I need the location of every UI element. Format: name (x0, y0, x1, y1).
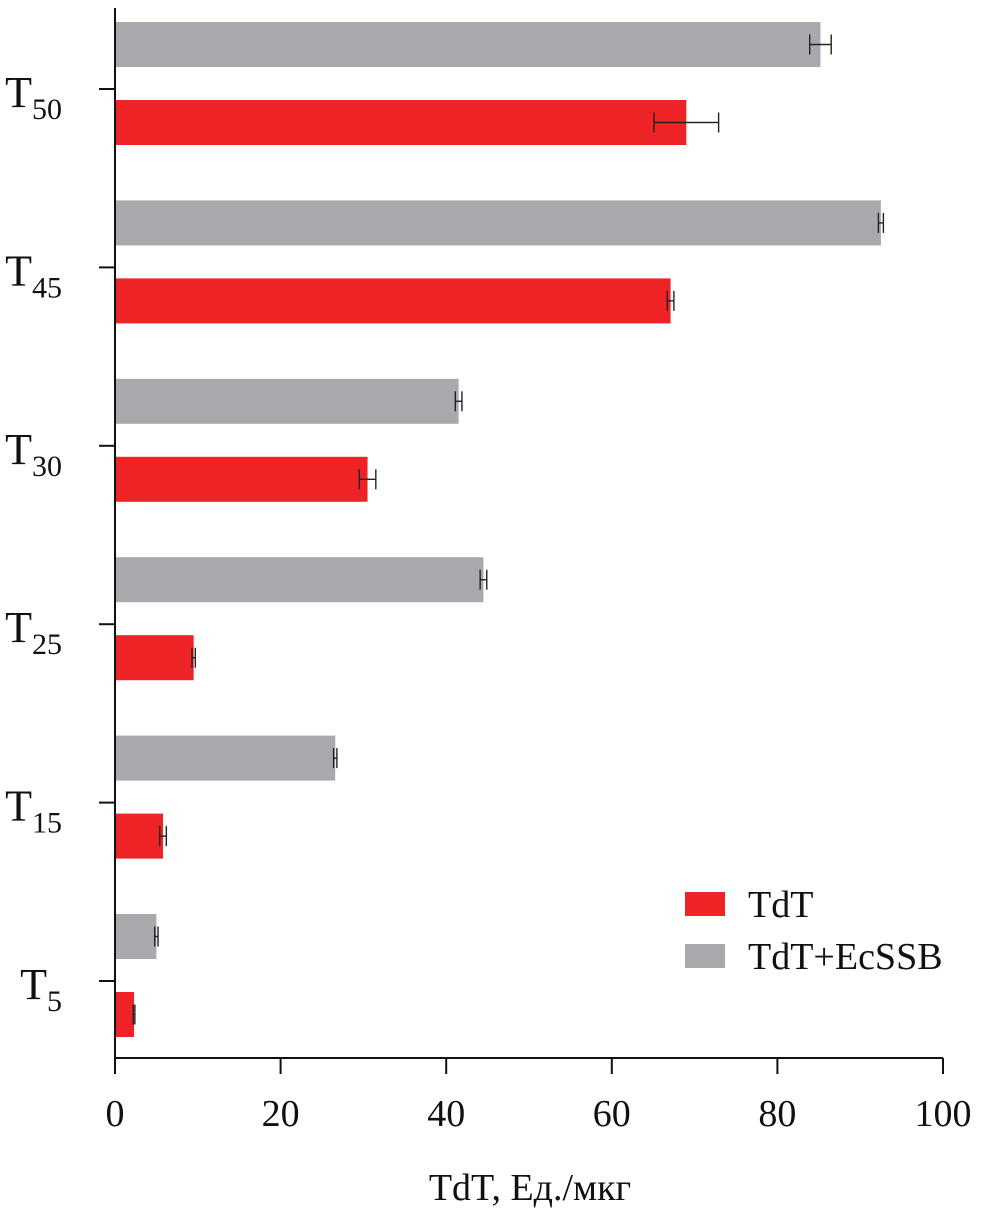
y-tick-label: T30 (5, 425, 62, 483)
bar-tdt-ecssb-t15 (115, 735, 336, 781)
bar-tdt-ecssb-t45 (115, 200, 881, 246)
error-bar-tdt-ecssb-t15 (332, 748, 338, 769)
error-bar-tdt-t50 (653, 112, 720, 133)
bar-tdt-ecssb-t30 (115, 378, 459, 424)
y-tick-label: T5 (20, 960, 62, 1018)
bar-tdt-ecssb-t5 (115, 914, 157, 959)
bar-tdt-t50 (115, 100, 687, 145)
y-tick-label: T15 (5, 782, 62, 840)
error-bar-tdt-ecssb-t25 (479, 569, 488, 590)
error-bar-tdt-t15 (159, 826, 168, 847)
error-bar-tdt-t30 (358, 469, 377, 490)
y-tick-label: T45 (5, 246, 62, 304)
legend-swatch (685, 892, 725, 916)
error-bar-tdt-ecssb-t50 (808, 34, 832, 55)
x-tick-label: 40 (427, 1093, 465, 1135)
x-tick-label: 20 (262, 1093, 300, 1135)
error-bar-tdt-ecssb-t30 (454, 391, 463, 412)
bar-tdt-t5 (115, 992, 135, 1037)
x-tick-label: 100 (915, 1093, 972, 1135)
bars-group (115, 22, 881, 1037)
error-bar-tdt-ecssb-t45 (877, 212, 885, 233)
legend-label: TdT (748, 884, 813, 926)
bar-tdt-t30 (115, 456, 368, 502)
legend-item-tdt: TdT (685, 884, 813, 926)
error-bar-tdt-ecssb-t5 (154, 926, 159, 947)
x-tick-label: 80 (758, 1093, 796, 1135)
error-bar-tdt-t25 (191, 647, 197, 668)
y-tick-label: T25 (5, 603, 62, 661)
bar-tdt-t25 (115, 635, 194, 681)
bar-tdt-ecssb-t25 (115, 557, 484, 603)
x-tick-label: 0 (106, 1093, 125, 1135)
legend-item-tdt-ecssb: TdT+EcSSB (685, 936, 943, 978)
x-axis-title: TdT, Ед./мкг (429, 1167, 631, 1209)
error-bar-tdt-t45 (666, 290, 675, 311)
bar-tdt-t15 (115, 813, 164, 859)
x-tick-label: 60 (593, 1093, 631, 1135)
bar-tdt-ecssb-t50 (115, 22, 821, 67)
error-bars-group (132, 34, 885, 1025)
legend: TdT TdT+EcSSB (685, 884, 943, 978)
error-bar-tdt-t5 (132, 1004, 136, 1025)
legend-swatch (685, 944, 725, 968)
bar-tdt-t45 (115, 278, 671, 324)
y-tick-label: T50 (5, 68, 62, 126)
legend-label: TdT+EcSSB (748, 936, 943, 978)
